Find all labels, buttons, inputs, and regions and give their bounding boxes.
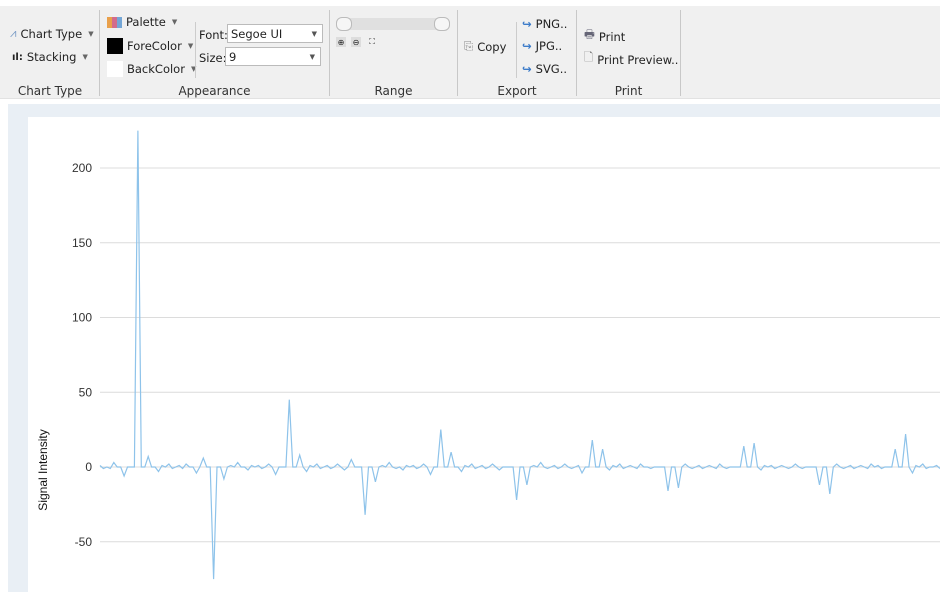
backcolor-button[interactable]: BackColor ▼ [107,61,196,77]
size-label: Size: [199,51,227,65]
divider [516,22,517,78]
fit-icon[interactable]: ⛶ [369,37,375,46]
group-label: Range [374,84,413,98]
print-group: 🖶 Print 🗋 Print Preview.. Print [577,10,680,98]
printer-icon: 🖶 [584,27,595,41]
font-select[interactable]: Segoe UI ▼ [227,24,323,43]
chevron-down-icon: ▼ [311,29,317,38]
chart-type-button[interactable]: ⩘ Chart Type ▼ [10,26,94,41]
chevron-down-icon: ▼ [171,18,178,26]
export-arrow-icon: ↪ [522,17,532,31]
y-tick-label: 50 [79,385,93,399]
group-label: Chart Type [17,84,83,98]
export-arrow-icon: ↪ [522,39,532,53]
print-button[interactable]: 🖶 Print [584,27,625,46]
stacking-button[interactable]: ıl: Stacking ▼ [12,50,88,64]
divider [329,10,330,96]
y-tick-label: 150 [72,236,92,250]
chevron-down-icon: ▼ [190,65,197,73]
divider [680,10,681,96]
y-axis-label: Signal Intensity [36,429,50,510]
size-select[interactable]: 9 ▼ [225,47,321,66]
export-svg-button[interactable]: ↪ SVG.. [522,62,568,76]
y-tick-label: 0 [85,460,92,474]
chevron-down-icon: ▼ [88,29,94,38]
print-preview-button[interactable]: 🗋 Print Preview.. [584,50,678,69]
palette-icon [107,16,122,28]
chart-panel [28,117,940,592]
ribbon-toolbar: ⩘ Chart Type ▼ ıl: Stacking ▼ Chart Type P… [0,6,940,99]
y-tick-label: 100 [72,311,92,325]
chevron-down-icon: ▼ [82,53,88,61]
zoom-in-icon[interactable]: ⊕ [336,37,346,47]
copy-icon: ⎘ [464,39,474,53]
export-png-button[interactable]: ↪ PNG.. [522,17,568,31]
range-slider[interactable] [336,17,450,31]
divider [99,10,100,96]
copy-button[interactable]: ⎘ Copy [464,39,507,54]
chevron-down-icon: ▼ [187,42,194,50]
zoom-out-icon[interactable]: ⊖ [351,37,361,47]
backcolor-swatch [107,61,123,77]
chart-type-icon: ⩘ [10,26,17,40]
font-label: Font: [199,28,228,42]
print-preview-icon: 🗋 [584,50,594,64]
group-label: Appearance [178,84,251,98]
forecolor-button[interactable]: ForeColor ▼ [107,38,193,54]
range-end-handle[interactable] [434,17,450,31]
range-start-handle[interactable] [336,17,352,31]
forecolor-swatch [107,38,123,54]
divider [576,10,577,96]
data-series-line [99,130,940,580]
y-tick-label: 200 [72,161,92,175]
range-group: ⊕ ⊖ ⛶ Range [330,10,457,98]
export-arrow-icon: ↪ [522,62,532,76]
appearance-group: Palette ▼ ForeColor ▼ BackColor ▼ Font: Seg… [100,10,329,98]
export-group: ⎘ Copy ↪ PNG.. ↪ JPG.. ↪ SVG.. Export [458,10,576,98]
palette-button[interactable]: Palette ▼ [107,15,177,29]
group-label: Print [614,84,643,98]
stacking-icon: ıl: [12,51,23,63]
y-tick-label: -50 [75,535,93,549]
chart-type-group: ⩘ Chart Type ▼ ıl: Stacking ▼ Chart Type [0,10,100,98]
export-jpg-button[interactable]: ↪ JPG.. [522,39,563,53]
divider [457,10,458,96]
chevron-down-icon: ▼ [309,52,315,61]
group-label: Export [497,84,537,98]
divider [195,22,196,78]
